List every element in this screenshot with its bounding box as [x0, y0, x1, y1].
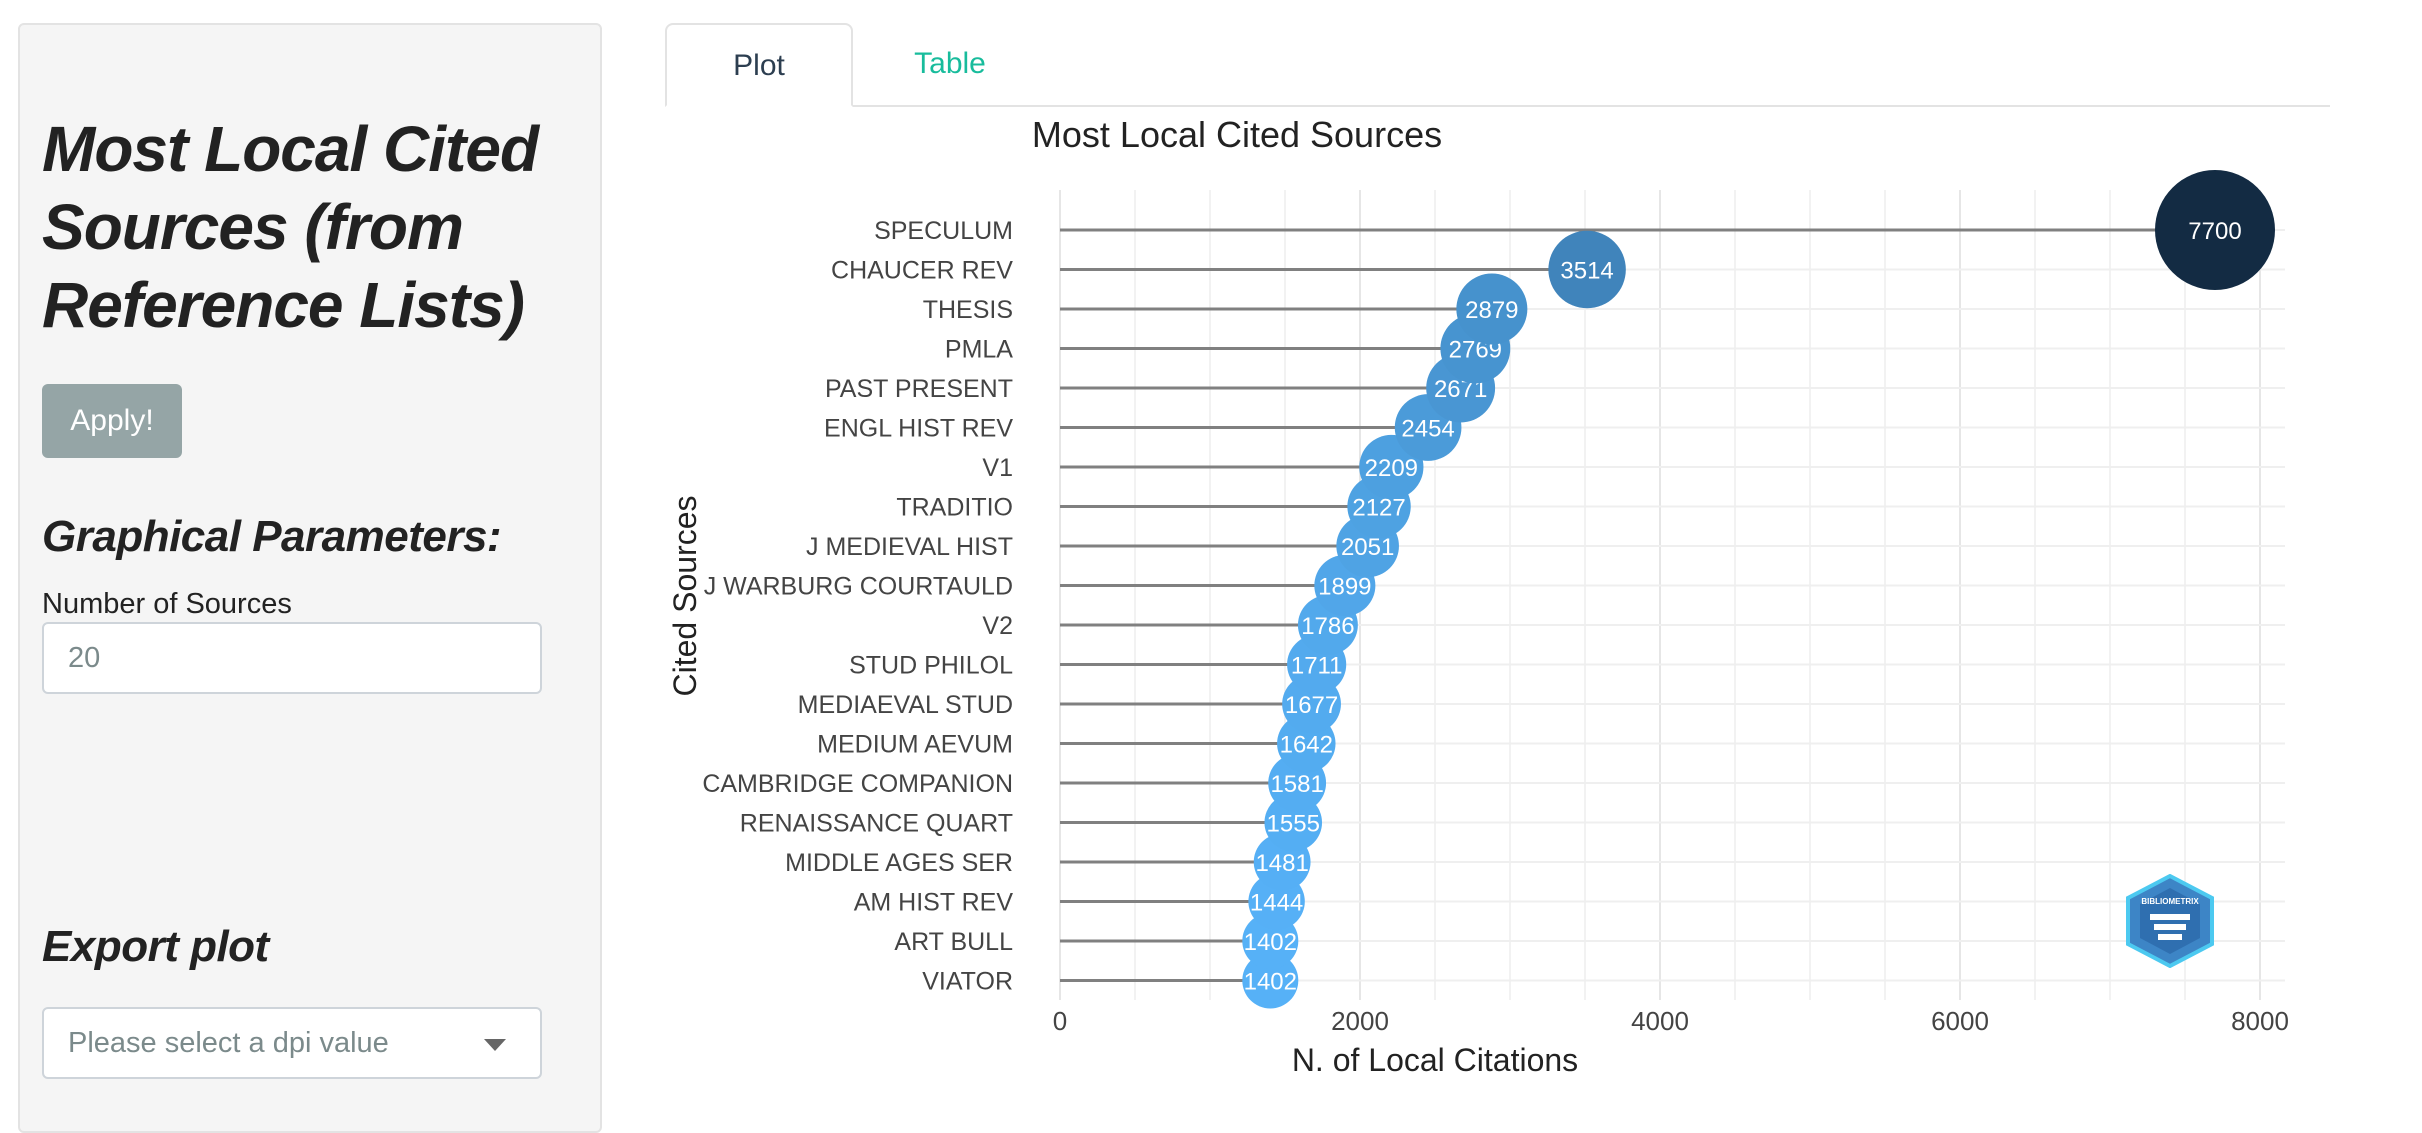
export-plot-heading: Export plot [42, 922, 269, 971]
dpi-select[interactable]: Please select a dpi value [42, 1007, 542, 1079]
x-axis-label: N. of Local Citations [1292, 1042, 1578, 1078]
number-of-sources-label: Number of Sources [42, 588, 292, 620]
tab-bar: Plot Table [665, 23, 2330, 107]
category-labels: SPECULUM CHAUCER REV THESIS PMLA PAST PRESEN… [702, 217, 1013, 996]
category-label: V1 [982, 454, 1013, 482]
data-label: 2127 [1352, 495, 1405, 522]
category-label: MIDDLE AGES SER [785, 849, 1013, 877]
data-label: 2209 [1365, 455, 1418, 482]
bibliometrix-logo: BIBLIOMETRIX [2126, 874, 2214, 968]
x-tick-label: 6000 [1931, 1006, 1989, 1036]
chart-title: Most Local Cited Sources [1032, 114, 1442, 155]
data-label: 2879 [1465, 297, 1518, 324]
category-label: ENGL HIST REV [824, 415, 1013, 443]
category-label: CHAUCER REV [831, 257, 1013, 285]
lollipop-point [1548, 230, 1626, 309]
category-label: PMLA [945, 336, 1013, 364]
category-label: MEDIUM AEVUM [817, 731, 1013, 759]
dpi-select-placeholder: Please select a dpi value [68, 1027, 389, 1059]
chart-marks: 1402 1402 1444 1481 1555 1581 1642 1677 1711 1786… [1060, 170, 2275, 1009]
tab-plot[interactable]: Plot [665, 23, 853, 107]
logo-text: BIBLIOMETRIX [2141, 897, 2199, 906]
data-label: 7700 [2188, 218, 2241, 245]
data-label: 2454 [1401, 416, 1454, 443]
data-label: 1402 [1244, 929, 1297, 956]
category-label: VIATOR [922, 968, 1013, 996]
lollipop-point [1242, 952, 1299, 1009]
data-label: 1444 [1250, 890, 1303, 917]
graphical-parameters-heading: Graphical Parameters: [42, 512, 502, 561]
category-label: V2 [982, 612, 1013, 640]
chevron-down-icon [484, 1039, 506, 1051]
category-label: ART BULL [894, 928, 1013, 956]
data-label: 3514 [1560, 258, 1613, 285]
lollipop-point [1456, 273, 1528, 345]
category-label: J MEDIEVAL HIST [806, 533, 1013, 561]
x-tick-label: 2000 [1331, 1006, 1389, 1036]
data-label: 2051 [1341, 534, 1394, 561]
lollipop-chart: Most Local Cited Sources 0 2000 4000 6000 80… [667, 114, 2289, 1078]
category-label: SPECULUM [874, 217, 1013, 245]
x-tick-label: 8000 [2231, 1006, 2289, 1036]
category-label: RENAISSANCE QUART [740, 810, 1013, 838]
number-of-sources-input[interactable] [42, 622, 542, 694]
data-label: 1642 [1280, 732, 1333, 759]
data-label: 1581 [1270, 771, 1323, 798]
x-axis-ticks: 0 2000 4000 6000 8000 [1053, 1006, 2289, 1036]
chart-grid [1059, 190, 2285, 1000]
data-label: 1786 [1301, 613, 1354, 640]
sidebar-title: Most Local Cited Sources (from Reference… [42, 113, 539, 341]
data-label: 1899 [1318, 574, 1371, 601]
lollipop-point [2155, 170, 2275, 290]
category-label: AM HIST REV [854, 889, 1014, 917]
x-tick-label: 4000 [1631, 1006, 1689, 1036]
x-tick-label: 0 [1053, 1006, 1067, 1036]
y-axis-label: Cited Sources [667, 496, 703, 697]
category-label: STUD PHILOL [849, 652, 1013, 680]
data-label: 1402 [1244, 969, 1297, 996]
data-label: 1677 [1285, 692, 1338, 719]
category-label: TRADITIO [896, 494, 1013, 522]
apply-button[interactable]: Apply! [42, 384, 182, 458]
sidebar-panel [18, 23, 602, 1133]
data-label: 1481 [1255, 850, 1308, 877]
category-label: MEDIAEVAL STUD [798, 691, 1013, 719]
category-label: CAMBRIDGE COMPANION [702, 770, 1013, 798]
category-label: PAST PRESENT [825, 375, 1013, 403]
data-label: 1555 [1267, 811, 1320, 838]
data-label: 1711 [1291, 653, 1343, 680]
category-label: THESIS [923, 296, 1013, 324]
tab-table[interactable]: Table [914, 47, 986, 80]
category-label: J WARBURG COURTAULD [704, 573, 1013, 601]
